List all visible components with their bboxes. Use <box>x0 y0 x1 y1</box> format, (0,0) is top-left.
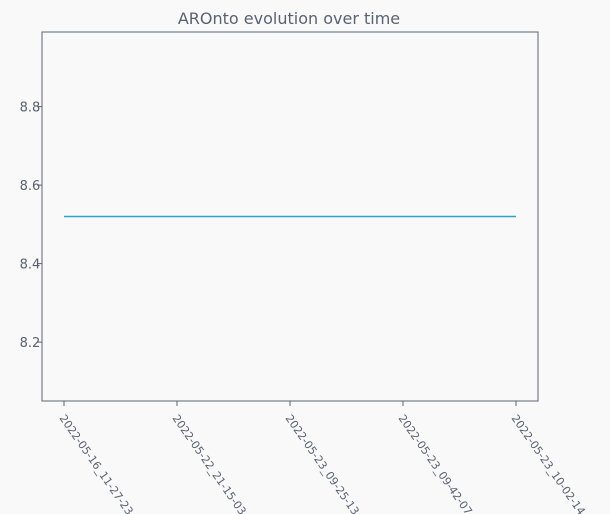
y-tick-label: 8.2 <box>20 336 41 351</box>
chart-title: AROnto evolution over time <box>178 9 400 28</box>
x-axis: 2022-05-16_11-27-23 2022-05-22_21-15-03 20… <box>57 401 588 514</box>
y-tick-label: 8.6 <box>20 179 41 194</box>
x-tick-label: 2022-05-22_21-15-03 <box>170 412 249 514</box>
x-tick-label: 2022-05-23_09-42-07 <box>396 412 475 514</box>
y-axis: 8.2 8.4 8.6 8.8 <box>20 101 42 351</box>
x-tick-label: 2022-05-23_09-25-13 <box>283 412 362 514</box>
x-tick-label: 2022-05-23_10-02-14 <box>509 412 588 514</box>
x-tick-label: 2022-05-16_11-27-23 <box>57 412 136 514</box>
y-tick-label: 8.4 <box>20 258 41 273</box>
y-tick-label: 8.8 <box>20 101 41 116</box>
